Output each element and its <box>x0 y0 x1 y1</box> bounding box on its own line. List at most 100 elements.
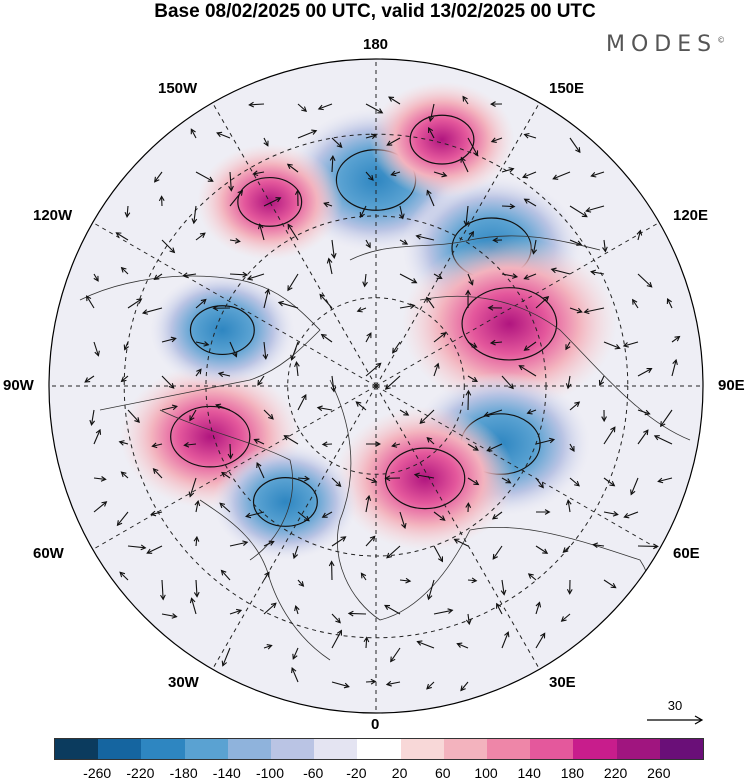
wind-arrow-icon <box>286 163 299 173</box>
wind-arrow-icon <box>671 335 681 343</box>
wind-arrow-icon <box>321 511 333 518</box>
wind-arrow-icon <box>583 307 605 315</box>
wind-arrow-icon <box>492 545 503 560</box>
wind-arrow-icon <box>603 579 617 589</box>
wind-arrow-icon <box>319 293 333 309</box>
brand-name: MODES <box>606 32 718 57</box>
wind-arrow-icon <box>297 129 318 139</box>
colorbar-tick-label: 260 <box>647 765 671 781</box>
colorbar-segment <box>400 739 444 759</box>
wind-arrow-icon <box>321 441 333 448</box>
wind-arrow-icon <box>93 273 99 282</box>
positive-anomaly <box>197 143 343 260</box>
wind-arrow-icon <box>426 189 435 207</box>
wind-arrow-icon <box>637 368 653 377</box>
wind-arrow-icon <box>331 536 347 547</box>
wind-arrow-icon <box>219 502 231 513</box>
wind-arrow-icon <box>585 205 605 213</box>
wind-arrow-icon <box>141 307 163 315</box>
wind-arrow-icon <box>227 443 234 460</box>
wind-arrow-icon <box>217 371 231 378</box>
wind-arrow-icon <box>195 341 210 347</box>
wind-arrow-icon <box>188 477 197 498</box>
negative-anomaly <box>149 272 295 389</box>
wind-arrow-icon <box>294 189 301 207</box>
wind-arrow-icon <box>501 273 519 279</box>
wind-arrow-icon <box>496 602 503 615</box>
wind-arrow-icon <box>215 403 231 411</box>
wind-arrow-icon <box>592 542 605 549</box>
wind-arrow-icon <box>386 137 401 146</box>
wind-arrow-icon <box>257 375 265 386</box>
wind-arrow-icon <box>501 167 515 173</box>
meridian-line <box>92 222 377 387</box>
wind-arrow-icon <box>160 579 166 601</box>
colorbar-tick-label: 100 <box>474 765 498 781</box>
wind-arrow-icon <box>365 441 381 447</box>
wind-arrow-icon <box>183 441 197 448</box>
wind-arrow-icon <box>320 333 333 343</box>
wind-arrow-icon <box>229 608 243 615</box>
wind-arrow-icon <box>329 155 336 173</box>
wind-arrow-icon <box>262 341 269 360</box>
reference-vector: 30 <box>647 698 707 732</box>
colorbar-tick-label: -20 <box>346 765 367 781</box>
wind-arrow-icon <box>195 368 202 377</box>
wind-arrow-icon <box>590 269 605 276</box>
wind-arrow-icon <box>535 437 556 445</box>
wind-arrow-icon <box>245 511 265 519</box>
wind-arrow-icon <box>453 538 469 547</box>
wind-arrow-icon <box>531 239 538 255</box>
wind-arrow-icon <box>660 409 673 428</box>
wind-arrow-icon <box>535 632 546 649</box>
colorbar-ticks: -260 -220 -180 -140 -100 -60 -20 20 60 100 140 180 2… <box>0 765 750 783</box>
wind-arrow-icon <box>433 545 444 563</box>
wind-arrow-icon <box>330 375 337 393</box>
wind-arrow-icon <box>489 339 503 346</box>
wind-arrow-icon <box>487 304 503 311</box>
wind-arrow-icon <box>193 535 200 547</box>
wind-arrow-icon <box>426 436 435 445</box>
wind-arrow-icon <box>252 170 265 177</box>
wind-arrow-icon <box>603 510 619 517</box>
wind-arrow-icon <box>93 501 108 513</box>
wind-arrow-icon <box>399 303 416 310</box>
wind-arrow-icon <box>462 95 469 105</box>
wind-arrow-icon <box>291 666 299 683</box>
wind-arrow-icon <box>317 103 333 111</box>
wind-arrow-icon <box>467 137 479 157</box>
wind-arrow-icon <box>598 375 605 386</box>
wind-arrow-icon <box>390 170 401 177</box>
wind-arrow-icon <box>486 443 503 452</box>
wind-arrow-icon <box>263 288 271 309</box>
colorbar-tick-label: 60 <box>435 765 451 781</box>
wind-arrow-icon <box>483 409 503 418</box>
wind-arrow-icon <box>433 362 440 377</box>
wind-arrow-icon <box>392 341 401 354</box>
wind-arrow-icon <box>523 132 537 139</box>
wind-arrow-icon <box>671 358 678 377</box>
wind-arrow-icon <box>535 477 544 489</box>
wind-arrow-icon <box>501 203 516 210</box>
label-120w: 120W <box>33 207 73 224</box>
height-contour <box>189 305 255 356</box>
wind-arrow-icon <box>331 681 350 689</box>
meridian-line <box>375 222 660 387</box>
graticule <box>49 59 703 713</box>
coastline <box>329 379 471 621</box>
wind-arrow-icon <box>297 511 310 522</box>
wind-arrow-icon <box>399 511 407 530</box>
label-180: 180 <box>363 36 389 53</box>
wind-arrow-icon <box>365 362 382 377</box>
wind-arrow-icon <box>390 647 401 663</box>
anomaly-field <box>120 81 617 560</box>
wind-arrow-icon <box>221 647 231 667</box>
wind-arrow-icon <box>385 680 401 687</box>
wind-arrow-icon <box>190 128 197 139</box>
colorbar <box>54 738 704 760</box>
wind-arrow-icon <box>426 681 435 690</box>
wind-arrow-icon <box>297 393 307 411</box>
wind-arrow-icon <box>623 511 639 519</box>
wind-arrow-icon <box>415 233 435 241</box>
